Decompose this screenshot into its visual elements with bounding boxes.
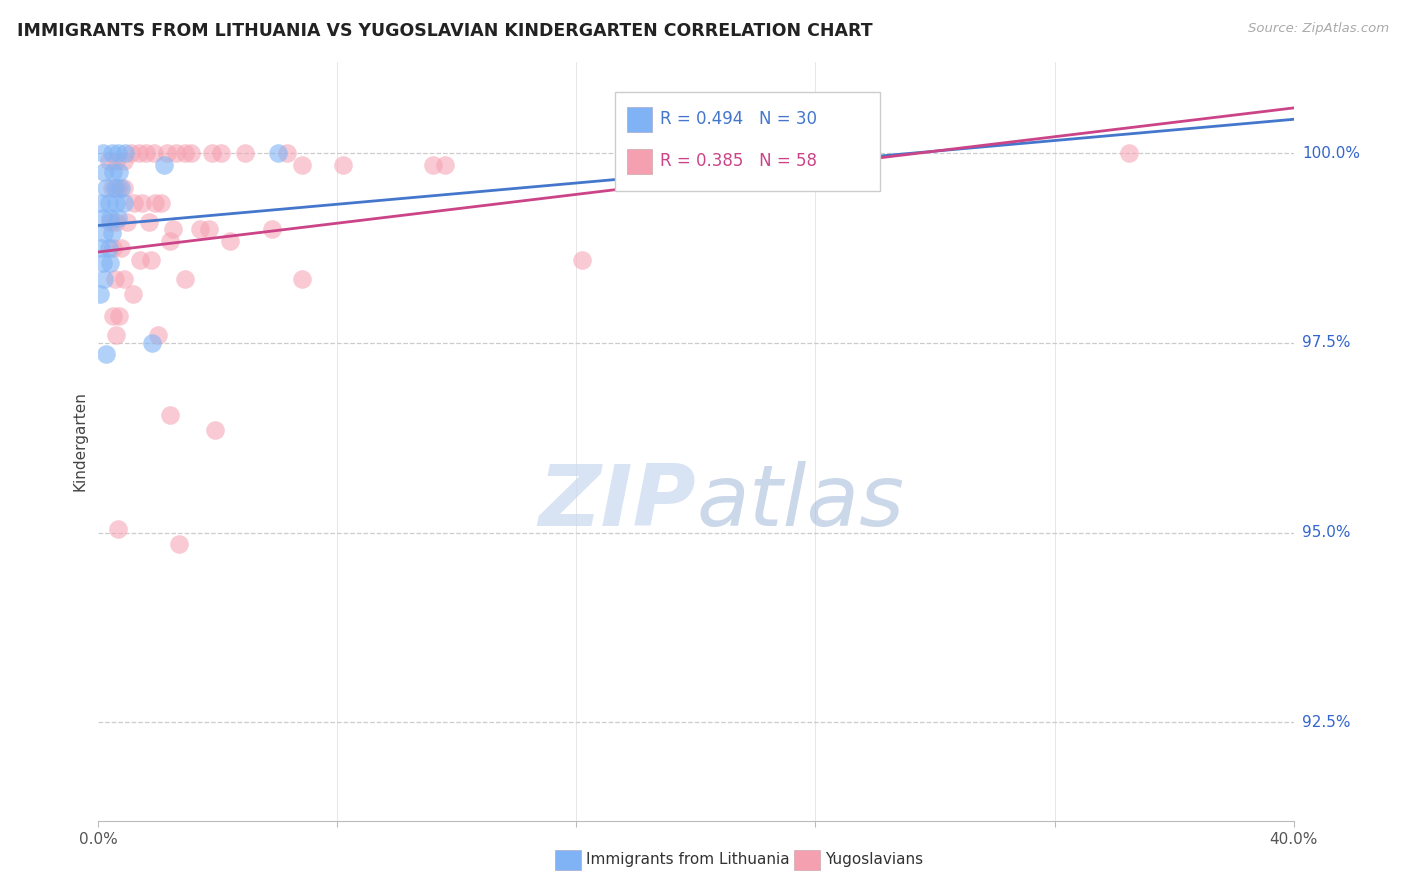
Point: [91, 256, 114, 270]
Point: [121, 286, 143, 301]
Text: R = 0.385   N = 58: R = 0.385 N = 58: [661, 153, 817, 170]
Point: [105, 195, 128, 210]
Point: [105, 328, 128, 343]
Point: [233, 146, 256, 161]
Point: [291, 158, 314, 172]
Point: [112, 154, 135, 169]
Point: [94, 347, 117, 361]
Point: [129, 252, 152, 267]
Point: [112, 271, 135, 285]
Point: [267, 146, 290, 161]
Point: [201, 146, 224, 161]
Text: Immigrants from Lithuania: Immigrants from Lithuania: [586, 853, 790, 867]
Point: [128, 146, 150, 161]
Point: [332, 158, 354, 172]
Point: [108, 310, 131, 324]
Point: [91, 211, 114, 225]
Text: 95.0%: 95.0%: [1302, 525, 1350, 540]
Point: [120, 146, 142, 161]
Point: [114, 146, 136, 161]
Point: [105, 154, 128, 169]
Point: [153, 158, 176, 172]
Point: [156, 146, 179, 161]
Point: [159, 408, 181, 422]
Point: [105, 215, 128, 229]
Point: [180, 146, 202, 161]
Text: ZIP: ZIP: [538, 460, 696, 544]
Text: 92.5%: 92.5%: [1302, 714, 1350, 730]
Text: R = 0.494   N = 30: R = 0.494 N = 30: [661, 111, 817, 128]
Point: [571, 252, 593, 267]
Point: [143, 195, 166, 210]
Text: 100.0%: 100.0%: [1302, 146, 1360, 161]
Point: [159, 234, 181, 248]
Point: [93, 165, 115, 179]
Point: [89, 286, 111, 301]
Text: atlas: atlas: [696, 460, 904, 544]
Text: 97.5%: 97.5%: [1302, 335, 1350, 351]
Point: [101, 226, 124, 240]
Point: [91, 146, 114, 161]
Point: [112, 180, 135, 194]
Point: [131, 195, 153, 210]
Point: [110, 241, 132, 255]
Point: [110, 180, 132, 194]
Point: [165, 146, 187, 161]
Point: [174, 271, 197, 285]
Point: [138, 215, 160, 229]
Point: [93, 271, 115, 285]
Point: [107, 522, 129, 536]
Point: [98, 215, 122, 229]
Text: IMMIGRANTS FROM LITHUANIA VS YUGOSLAVIAN KINDERGARTEN CORRELATION CHART: IMMIGRANTS FROM LITHUANIA VS YUGOSLAVIAN…: [17, 22, 873, 40]
Point: [124, 195, 146, 210]
Point: [276, 146, 298, 161]
Point: [98, 211, 122, 225]
Point: [90, 195, 112, 210]
Point: [97, 195, 120, 210]
Point: [142, 146, 165, 161]
Point: [188, 222, 211, 236]
Point: [107, 146, 129, 161]
Point: [291, 271, 314, 285]
Text: Yugoslavians: Yugoslavians: [825, 853, 924, 867]
Point: [148, 328, 170, 343]
Point: [150, 195, 173, 210]
Point: [174, 146, 197, 161]
Point: [209, 146, 232, 161]
Point: [94, 180, 117, 194]
Point: [422, 158, 444, 172]
Point: [104, 271, 127, 285]
Point: [104, 180, 127, 194]
Point: [434, 158, 457, 172]
Point: [107, 211, 129, 225]
Point: [98, 256, 122, 270]
Point: [115, 215, 138, 229]
Text: Source: ZipAtlas.com: Source: ZipAtlas.com: [1249, 22, 1389, 36]
Point: [101, 146, 124, 161]
Point: [112, 195, 135, 210]
Point: [260, 222, 283, 236]
Point: [135, 146, 157, 161]
Point: [103, 310, 125, 324]
Point: [108, 165, 131, 179]
Point: [219, 234, 242, 248]
Point: [1118, 146, 1140, 161]
Y-axis label: Kindergarten: Kindergarten: [72, 392, 87, 491]
Point: [162, 222, 184, 236]
Point: [97, 154, 120, 169]
Point: [101, 180, 124, 194]
Point: [204, 423, 226, 437]
Point: [107, 180, 129, 194]
Point: [90, 241, 112, 255]
Point: [167, 537, 190, 551]
Point: [139, 252, 162, 267]
Point: [103, 241, 125, 255]
Point: [93, 226, 115, 240]
Point: [103, 165, 125, 179]
Point: [97, 241, 120, 255]
Point: [141, 336, 163, 351]
Point: [198, 222, 221, 236]
